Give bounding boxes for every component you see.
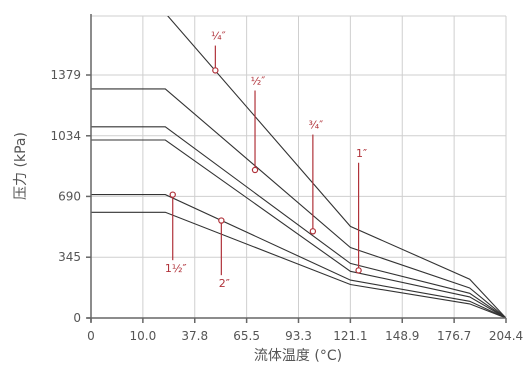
callout-label: ½″	[251, 75, 266, 88]
x-tick-label: 65.5	[233, 329, 260, 343]
x-tick-label: 93.3	[285, 329, 312, 343]
y-tick-label: 690	[58, 189, 81, 203]
x-tick-label: 148.9	[385, 329, 419, 343]
callout-dot	[169, 191, 176, 198]
y-tick-label: 1034	[50, 129, 81, 143]
series-line	[167, 16, 506, 318]
series-line	[91, 211, 506, 318]
callout-label: ¼″	[211, 30, 226, 43]
callout-dot	[355, 267, 362, 274]
callout-dot	[218, 217, 225, 224]
series-line	[91, 88, 506, 318]
series-line	[91, 139, 506, 318]
callout-dot	[309, 228, 317, 235]
callout-dot	[251, 166, 259, 174]
callout-label: ¾″	[308, 119, 323, 132]
callout-label: 2″	[219, 277, 230, 290]
tick-labels: 0 345 690 1034 1379 0 10.0 37.8 65.5 93.3 121.1 148…	[50, 68, 523, 343]
series-line	[91, 194, 506, 318]
y-tick-label: 0	[73, 311, 81, 325]
callout-label: 1½″	[165, 262, 187, 275]
x-tick-label: 176.7	[437, 329, 471, 343]
x-tick-label: 37.8	[181, 329, 208, 343]
x-tick-label: 121.1	[333, 329, 367, 343]
axes	[86, 14, 507, 323]
y-tick-label: 345	[58, 250, 81, 264]
x-tick-label: 0	[87, 329, 95, 343]
y-axis-title: 压力 (kPa)	[13, 132, 29, 200]
callout-dot	[212, 67, 219, 74]
x-tick-label: 204.4	[489, 329, 523, 343]
series-lines	[91, 16, 506, 318]
size-callouts: ¼″ ½″ ¾″ 1″ 1½″ 2″	[165, 30, 367, 291]
x-axis-title: 流体温度 (°C)	[254, 348, 342, 364]
series-line	[91, 126, 506, 318]
grid	[91, 15, 507, 318]
callout-label: 1″	[356, 147, 367, 160]
y-tick-label: 1379	[50, 68, 81, 82]
x-tick-label: 10.0	[130, 329, 157, 343]
